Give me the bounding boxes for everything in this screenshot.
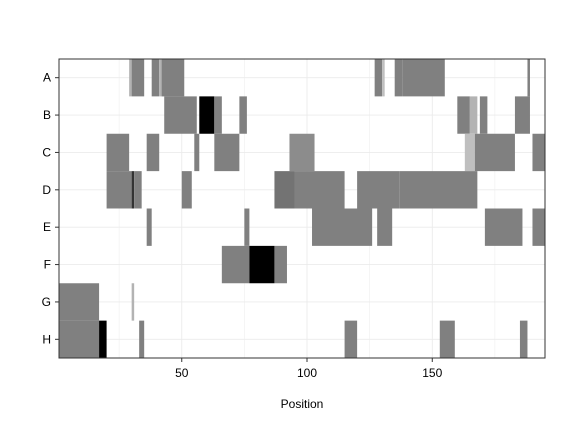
heatmap-cell-e [146, 208, 152, 246]
heatmap-cell-g [131, 283, 135, 321]
heatmap-cell-h [344, 320, 358, 358]
heatmap-cell-d [274, 171, 295, 209]
y-tick-label: C [42, 145, 51, 159]
heatmap-cell-e [532, 208, 545, 246]
heatmap-cell-d [357, 171, 400, 209]
heatmap-cell-c [464, 133, 475, 172]
y-tick-label: F [44, 258, 51, 272]
heatmap-cell-b [479, 96, 488, 134]
heatmap-cell-a [527, 59, 530, 97]
heatmap-cell-e [312, 208, 373, 246]
heatmap-cell-a [129, 59, 132, 97]
x-axis-labels: 50 100 150 [175, 358, 443, 380]
heatmap-cell-f [249, 245, 275, 284]
heatmap-cell-c [474, 133, 515, 172]
x-tick-label: 100 [297, 366, 317, 380]
panel-border [58, 58, 546, 359]
y-tick-label: G [42, 295, 51, 309]
heatmap-cell-c [532, 133, 545, 172]
heatmap-cell-h [139, 320, 145, 358]
heatmap-cell-c [289, 133, 315, 172]
heatmap-cell-g [59, 283, 100, 321]
heatmap-cell-b [214, 96, 222, 134]
heatmap-cell-h [59, 320, 100, 358]
y-axis-labels: A B C D E F G H [42, 71, 59, 346]
heatmap-cell-c [146, 133, 160, 172]
heatmap-cell-d [181, 171, 192, 209]
heatmap-cell-a [394, 59, 403, 97]
heatmap-cell-a [151, 59, 160, 97]
heatmap-cell-b [164, 96, 197, 134]
heatmap-cell-a [382, 59, 385, 97]
heatmap-cell-e [377, 208, 393, 246]
heatmap-cells [59, 59, 545, 358]
y-tick-label: B [43, 108, 51, 122]
y-tick-label: E [43, 220, 51, 234]
heatmap-cell-d [134, 171, 142, 209]
heatmap-cell-d [131, 171, 135, 209]
heatmap-cell-d [106, 171, 132, 209]
heatmap-cell-h [99, 320, 107, 358]
heatmap-cell-b [457, 96, 470, 134]
heatmap-cell-a [131, 59, 145, 97]
x-tick-label: 50 [175, 366, 189, 380]
heatmap-cell-a [374, 59, 383, 97]
y-tick-label: D [42, 183, 51, 197]
heatmap-cell-b [469, 96, 478, 134]
y-tick-label: A [43, 71, 51, 85]
x-axis-title: Position [281, 397, 324, 411]
heatmap-cell-b [239, 96, 247, 134]
heatmap-cell-b [199, 96, 215, 134]
x-tick-label: 150 [422, 366, 442, 380]
heatmap-cell-a [402, 59, 445, 97]
heatmap-cell-e [484, 208, 523, 246]
heatmap-cell-a [161, 59, 185, 97]
heatmap-cell-d [399, 171, 478, 209]
heatmap-cell-e [244, 208, 250, 246]
heatmap-cell-f [274, 245, 287, 284]
heatmap-cell-f [221, 245, 250, 284]
heatmap-cell-b [514, 96, 530, 134]
y-tick-label: H [42, 332, 51, 346]
heatmap-cell-h [519, 320, 528, 358]
heatmap-cell-c [194, 133, 200, 172]
heatmap-cell-d [294, 171, 345, 209]
heatmap-cell-c [214, 133, 240, 172]
heatmap-cell-h [439, 320, 455, 358]
heatmap-cell-c [106, 133, 130, 172]
